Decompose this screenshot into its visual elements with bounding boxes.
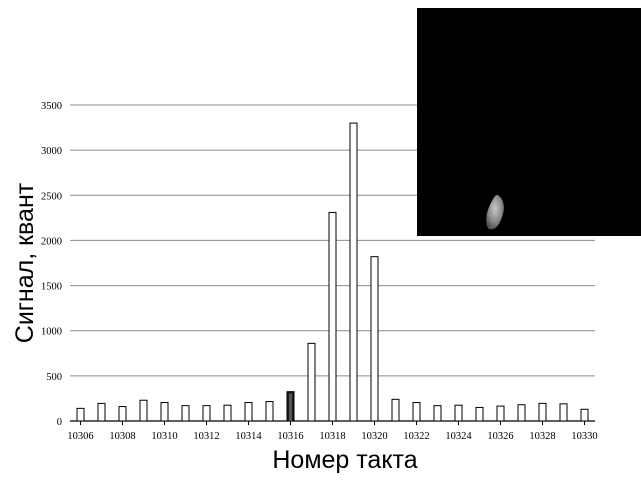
bar-10328 [538,402,547,422]
x-axis-title: Номер такта [272,446,417,474]
bar-10308 [118,406,127,422]
bright-blob [486,194,504,230]
y-tick-label: 3500 [41,101,62,112]
x-tick-label: 10328 [529,431,555,442]
x-tick-label: 10308 [109,431,135,442]
y-tick-label: 500 [46,372,62,383]
bar-10323 [433,405,442,422]
y-tick-label: 2500 [41,191,62,202]
bar-10324 [454,404,463,422]
y-tick-label: 2000 [41,236,62,247]
bar-10312 [202,405,211,422]
bar-10316-inner [289,393,292,421]
x-tick-labels: 10306 10308 10310 10312 10314 10316 10318 10320… [67,421,598,442]
bar-10313 [223,404,232,422]
y-tick-label: 1000 [41,327,62,338]
y-tick-label: 0 [57,417,62,428]
bar-10318 [328,211,337,422]
x-tick-label: 10312 [193,431,219,442]
x-tick-label: 10326 [487,431,513,442]
y-tick-labels: 0 500 1000 1500 2000 2500 3000 3500 [41,101,62,428]
bar-10322 [412,401,421,422]
bar-10329 [559,403,568,422]
x-tick-label: 10320 [361,431,387,442]
x-tick-label: 10306 [67,431,93,442]
y-axis-title: Сигнал, квант [11,182,39,343]
bar-10326 [496,405,505,422]
x-tick-label: 10314 [235,431,262,442]
bar-10306 [76,407,85,422]
x-tick-label: 10324 [445,431,472,442]
bar-10327 [517,404,526,422]
y-tick-label: 3000 [41,146,62,157]
bar-10315 [265,401,274,422]
bar-10311 [181,405,190,422]
bar-10325 [475,406,484,422]
x-tick-label: 10310 [151,431,177,442]
bar-10319 [349,122,358,422]
x-tick-label: 10330 [571,431,597,442]
bar-10330 [580,408,589,422]
bar-10314 [244,401,253,422]
bar-10320 [370,256,379,422]
inset-image [417,8,641,236]
x-tick-label: 10318 [319,431,345,442]
bar-10310 [160,401,169,422]
y-tick-label: 1500 [41,282,62,293]
bar-10321 [391,398,400,422]
bar-10317 [307,342,316,422]
bar-10307 [97,402,106,422]
x-tick-label: 10316 [277,431,303,442]
x-tick-label: 10322 [403,431,429,442]
bar-10309 [139,399,148,422]
